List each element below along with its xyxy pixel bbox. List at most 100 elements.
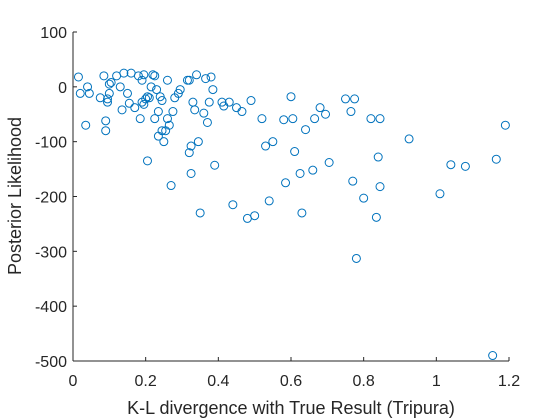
data-point	[500, 120, 510, 130]
data-point	[301, 125, 311, 135]
data-point	[488, 351, 498, 361]
data-point	[375, 182, 385, 192]
data-point	[135, 114, 145, 124]
data-point	[146, 82, 156, 92]
data-point	[84, 88, 94, 98]
data-point	[224, 97, 234, 107]
data-point	[164, 120, 174, 130]
x-tick-label: 0.6	[280, 373, 302, 390]
x-tick-label: 0.4	[207, 373, 229, 390]
data-point	[321, 109, 331, 119]
data-point	[371, 212, 381, 222]
data-point	[341, 94, 350, 104]
y-tick-label: -400	[35, 299, 67, 316]
data-point	[139, 70, 149, 80]
data-point	[184, 148, 194, 158]
data-point	[115, 82, 125, 92]
x-tick-label: 1	[432, 373, 441, 390]
y-axis-ticks: -500 -400 -300 -200 -100 0 100	[35, 25, 77, 371]
data-point	[237, 107, 247, 117]
y-axis-label: Posterior Likelihood	[5, 117, 25, 275]
data-point	[106, 77, 116, 87]
data-point	[264, 196, 274, 206]
data-point	[290, 147, 300, 157]
data-point	[175, 85, 185, 95]
data-point	[139, 99, 149, 109]
data-point	[257, 114, 267, 124]
data-point	[279, 115, 289, 125]
data-point	[491, 154, 501, 164]
data-point	[199, 108, 209, 118]
data-point	[117, 105, 127, 115]
data-point	[141, 94, 151, 104]
data-point	[81, 120, 91, 130]
data-point	[228, 200, 238, 210]
data-point	[295, 168, 305, 178]
y-tick-label: -100	[35, 135, 67, 152]
data-point	[166, 181, 176, 191]
data-point	[104, 88, 114, 98]
data-point	[204, 97, 214, 107]
data-point	[162, 114, 172, 124]
data-point	[210, 160, 220, 170]
data-point	[310, 114, 320, 124]
data-point	[137, 75, 147, 85]
y-tick-label: 0	[58, 80, 67, 97]
data-point	[150, 114, 160, 124]
data-point	[119, 68, 129, 78]
data-point	[101, 116, 111, 126]
data-point	[101, 126, 111, 136]
data-point	[261, 141, 271, 151]
data-point	[123, 88, 132, 98]
data-point	[281, 178, 291, 188]
data-point	[288, 114, 298, 124]
y-tick-label: 100	[40, 25, 67, 42]
x-tick-label: 1.2	[498, 373, 520, 390]
data-point	[150, 71, 160, 81]
data-point	[373, 152, 383, 162]
x-tick-label: 0.2	[135, 373, 157, 390]
data-point	[186, 141, 196, 151]
data-point	[308, 165, 318, 175]
data-point	[351, 253, 361, 263]
data-point	[104, 79, 114, 89]
data-point	[286, 92, 296, 102]
data-point	[435, 189, 445, 199]
data-point	[375, 114, 385, 124]
y-tick-label: -500	[35, 354, 67, 371]
data-point	[103, 97, 113, 107]
data-point	[324, 158, 334, 168]
data-point	[153, 107, 163, 117]
data-point	[73, 72, 83, 82]
data-point	[201, 74, 211, 84]
data-point	[186, 168, 196, 178]
data-point	[404, 134, 414, 144]
data-points	[73, 68, 510, 361]
data-point	[124, 98, 134, 108]
data-point	[162, 75, 172, 85]
data-point	[206, 72, 216, 82]
data-point	[190, 105, 200, 115]
data-point	[202, 117, 212, 127]
data-point	[297, 208, 307, 218]
data-point	[148, 70, 158, 80]
data-point	[446, 160, 456, 170]
x-tick-label: 0.8	[353, 373, 375, 390]
data-point	[366, 114, 376, 124]
data-point	[192, 70, 202, 80]
y-tick-label: -300	[35, 244, 67, 261]
data-point	[75, 88, 85, 98]
data-point	[184, 75, 194, 85]
data-point	[195, 208, 205, 218]
x-tick-label: 0	[69, 373, 78, 390]
data-point	[346, 107, 356, 117]
data-point	[232, 103, 241, 113]
data-point	[359, 193, 369, 203]
data-point	[159, 137, 169, 147]
data-point	[188, 97, 198, 107]
y-tick-label: -200	[35, 190, 67, 207]
data-point	[182, 75, 192, 85]
data-point	[350, 94, 360, 104]
data-point	[246, 96, 256, 106]
